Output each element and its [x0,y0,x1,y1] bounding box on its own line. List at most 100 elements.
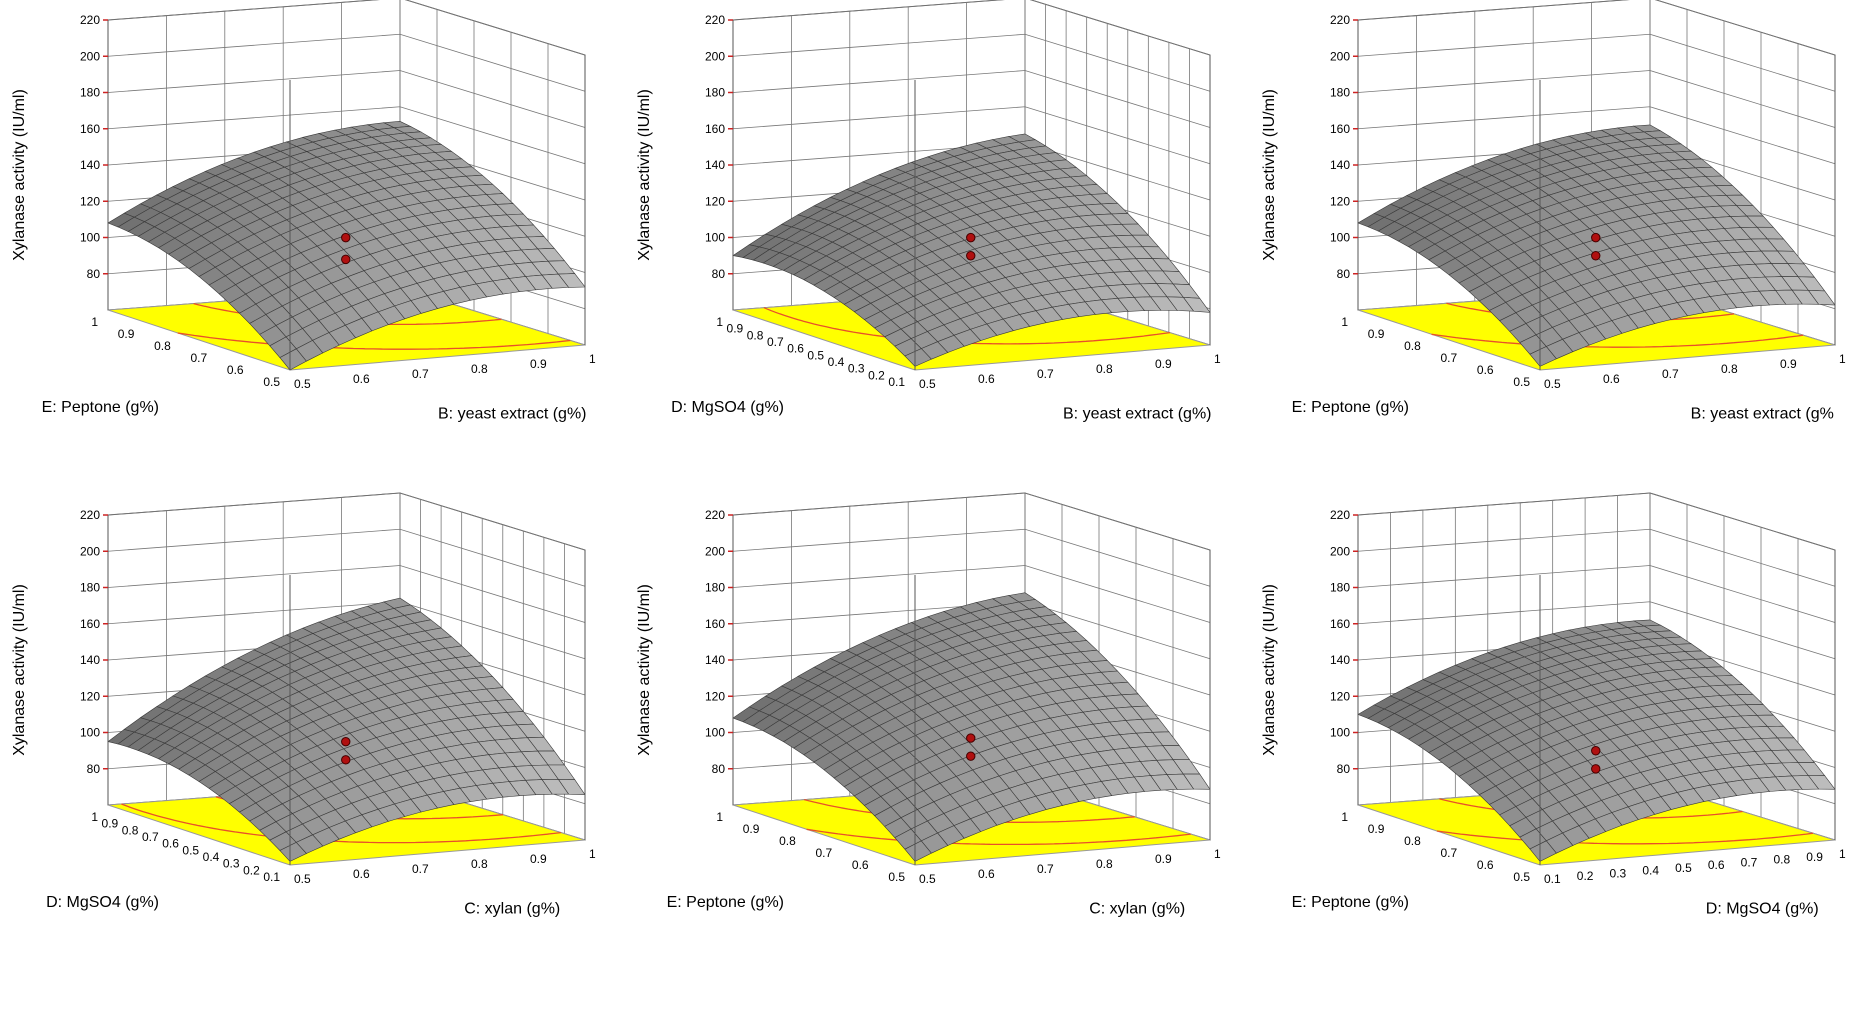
y-axis-title: D: MgSO4 (g%) [671,399,784,416]
z-tick-label: 100 [705,231,725,245]
x-tick-label: 0.5 [294,377,311,391]
y-axis-title: E: Peptone (g%) [1292,399,1409,416]
y-tick-label: 0.8 [122,823,139,837]
z-tick-label: 140 [705,158,725,172]
z-tick-label: 120 [1330,194,1350,208]
x-tick-label: 0.6 [978,372,995,386]
x-axis-title: B: yeast extract (g% [1691,405,1834,422]
x-tick-label: 0.7 [1662,367,1679,381]
x-tick-label: 0.8 [1773,853,1790,867]
z-tick-label: 180 [1330,86,1350,100]
y-tick-label: 0.6 [852,858,869,872]
response-surface [732,133,1211,367]
response-surface [107,597,586,862]
y-axis-title: E: Peptone (g%) [667,894,784,911]
x-tick-label: 0.9 [1155,357,1172,371]
y-tick-label: 0.8 [779,834,796,848]
y-tick-label: 0.8 [747,328,764,342]
y-tick-label: 0.4 [828,355,845,369]
y-tick-label: 0.5 [888,870,905,884]
y-tick-label: 0.7 [816,846,833,860]
z-tick-label: 160 [80,617,100,631]
z-tick-label: 220 [705,508,725,522]
design-point-2 [341,254,351,265]
wall-gridline-z [1357,0,1836,56]
y-tick-label: 0.8 [154,339,171,353]
z-tick-label: 100 [1330,231,1350,245]
z-tick-label: 160 [705,617,725,631]
z-tick-label: 80 [712,267,726,281]
x-tick-label: 0.6 [353,867,370,881]
y-tick-label: 0.9 [102,817,119,831]
y-tick-label: 0.9 [727,322,744,336]
z-tick-label: 120 [80,194,100,208]
z-axis-title: Xylanase activity (IU/ml) [11,89,28,261]
z-tick-label: 140 [80,158,100,172]
y-tick-label: 1 [1341,810,1348,824]
y-tick-label: 1 [91,315,98,329]
y-tick-label: 0.9 [118,327,135,341]
z-tick-label: 80 [712,762,726,776]
surface-cell [1529,840,1557,862]
x-tick-label: 0.6 [978,867,995,881]
z-tick-label: 120 [1330,689,1350,703]
x-tick-label: 0.7 [1037,367,1054,381]
y-tick-label: 0.5 [1513,375,1530,389]
y-tick-label: 0.3 [223,857,240,871]
z-tick-label: 220 [1330,508,1350,522]
z-tick-label: 140 [80,653,100,667]
y-tick-label: 0.7 [142,830,159,844]
z-tick-label: 200 [1330,544,1350,558]
y-tick-label: 1 [716,315,723,329]
chart-panel-6: 80 100 120 140 160 180 200 220 0.1 0.2 0.3 0.4 0.5 0.… [1261,492,1846,917]
y-tick-label: 0.7 [1441,351,1458,365]
x-tick-label: 0.6 [1708,858,1725,872]
z-tick-label: 200 [1330,49,1350,63]
response-surface [1357,124,1836,367]
z-tick-label: 220 [1330,13,1350,27]
y-tick-label: 0.1 [888,375,905,389]
y-tick-label: 0.8 [1404,339,1421,353]
x-tick-label: 0.6 [1603,372,1620,386]
y-tick-label: 0.9 [743,822,760,836]
z-axis-title: Xylanase activity (IU/ml) [636,584,653,756]
y-tick-label: 1 [716,810,723,824]
z-tick-label: 100 [1330,726,1350,740]
z-tick-label: 160 [705,122,725,136]
y-tick-label: 0.4 [203,850,220,864]
y-axis-title: E: Peptone (g%) [1292,894,1409,911]
z-tick-label: 80 [1337,267,1351,281]
surface-cell [1529,346,1557,367]
z-tick-label: 140 [1330,158,1350,172]
x-tick-label: 0.8 [471,362,488,376]
x-tick-label: 0.7 [1741,855,1758,869]
y-axis-title: D: MgSO4 (g%) [46,894,159,911]
design-point-2 [1591,251,1601,261]
z-tick-label: 80 [1337,762,1351,776]
z-tick-label: 100 [80,231,100,245]
z-tick-label: 160 [1330,617,1350,631]
z-tick-label: 100 [80,726,100,740]
x-tick-label: 0.7 [412,862,429,876]
y-tick-label: 0.5 [1513,870,1530,884]
z-axis-title: Xylanase activity (IU/ml) [1261,584,1278,756]
response-surface [1357,619,1836,862]
y-tick-label: 0.6 [227,363,244,377]
x-tick-label: 0.7 [1037,862,1054,876]
design-point-1 [1591,746,1601,756]
design-point-1 [1591,232,1601,243]
y-tick-label: 0.7 [1441,846,1458,860]
y-tick-label: 0.7 [191,351,208,365]
z-axis-title: Xylanase activity (IU/ml) [636,89,653,261]
z-tick-label: 160 [1330,122,1350,136]
x-tick-label: 0.1 [1544,872,1561,886]
surface-cell [279,842,307,862]
x-tick-label: 1 [589,847,596,861]
z-tick-label: 220 [80,13,100,27]
x-tick-label: 0.8 [1721,362,1738,376]
x-tick-label: 0.2 [1577,869,1594,883]
y-tick-label: 0.5 [807,348,824,362]
z-tick-label: 120 [705,689,725,703]
x-tick-label: 0.9 [1806,850,1823,864]
